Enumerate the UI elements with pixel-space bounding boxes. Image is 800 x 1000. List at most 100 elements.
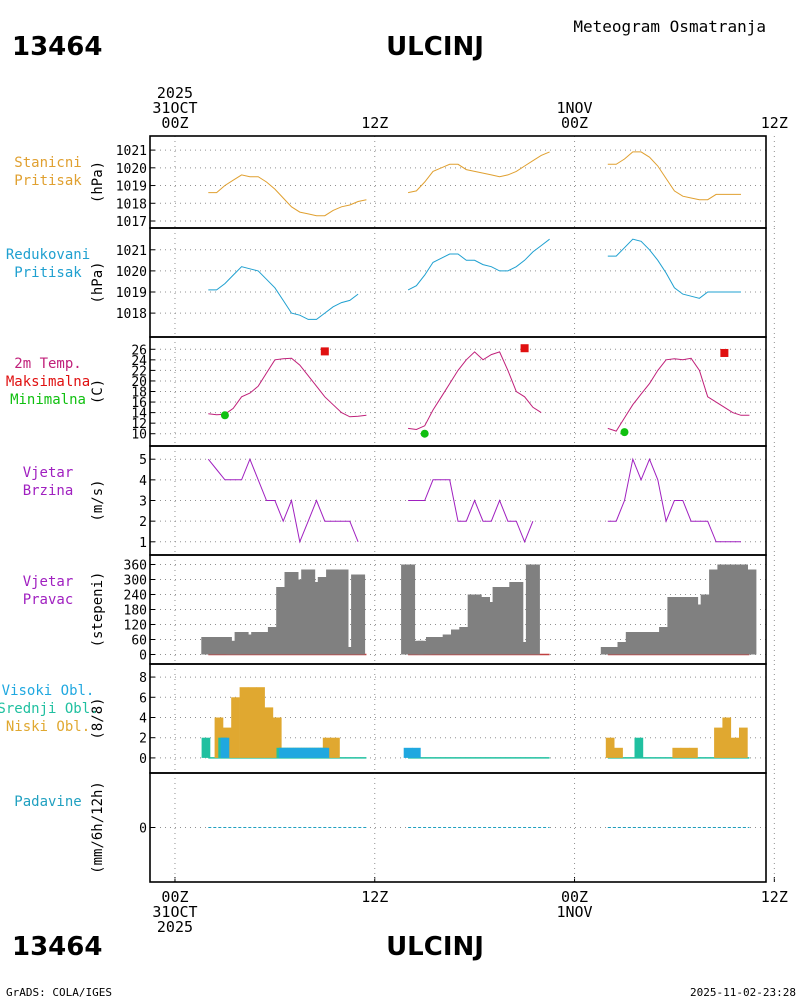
- marker-max: [720, 348, 729, 357]
- legend-label: Pravac: [23, 592, 74, 608]
- station-id-bottom: 13464: [12, 932, 102, 962]
- bar: [730, 737, 740, 758]
- y-tick-label: 18: [131, 386, 147, 401]
- y-tick-label: 1019: [116, 180, 147, 195]
- bar: [714, 727, 723, 758]
- plot-area: [207, 457, 741, 544]
- panel-frame: [149, 227, 767, 338]
- bar: [403, 747, 413, 758]
- bar: [412, 747, 421, 758]
- series-line: [408, 479, 534, 544]
- y-axis-label: (C): [90, 379, 106, 404]
- bar: [672, 747, 682, 758]
- bar: [239, 687, 249, 758]
- marker-min: [220, 411, 229, 420]
- legend-label: Padavine: [14, 794, 81, 810]
- bar: [605, 737, 615, 758]
- y-tick-label: 22: [131, 364, 147, 379]
- time-axis-label: 12Z: [361, 888, 388, 906]
- series-line: [607, 238, 741, 299]
- bar: [509, 582, 524, 655]
- y-tick-label: 10: [131, 428, 147, 443]
- bar: [278, 747, 288, 758]
- time-axis-label: 00Z: [561, 888, 588, 906]
- series-line: [607, 457, 741, 543]
- time-axis-label: 00Z: [161, 114, 188, 132]
- marker-min: [420, 429, 429, 438]
- y-axis-label: (mm/6h/12h): [90, 781, 106, 874]
- legend-label: Vjetar: [23, 465, 74, 481]
- legend-label: Redukovani: [6, 247, 90, 263]
- y-tick-label: 5: [139, 453, 147, 468]
- panel-frame: [149, 772, 767, 883]
- plot-area: [201, 687, 750, 759]
- marker-min: [620, 428, 629, 437]
- marker-max: [320, 347, 329, 356]
- y-tick-label: 180: [124, 604, 147, 619]
- legend-label: Brzina: [23, 483, 74, 499]
- plot-area: [201, 564, 757, 656]
- panel-frame: [149, 135, 767, 229]
- y-tick-label: 3: [139, 495, 147, 510]
- y-axis-label: (hPa): [90, 261, 106, 303]
- y-tick-label: 360: [124, 559, 147, 574]
- series-line: [408, 351, 542, 431]
- y-tick-label: 4: [139, 711, 147, 726]
- y-tick-label: 14: [131, 407, 147, 422]
- series-line: [407, 238, 550, 291]
- panel-frame: [149, 445, 767, 556]
- y-tick-label: 0: [139, 822, 147, 837]
- bar: [680, 747, 690, 758]
- legend-label: Pritisak: [14, 265, 82, 281]
- time-axis-label: 00Z: [561, 114, 588, 132]
- bar: [220, 737, 230, 758]
- series-line: [407, 151, 550, 194]
- legend-label: Niski Obl.: [6, 719, 90, 735]
- top-time-axis: 202531OCT00Z12Z1NOV00Z12Z2NOV00Z12Z: [152, 84, 787, 132]
- panel-frame: [149, 336, 767, 447]
- y-tick-label: 6: [139, 691, 147, 706]
- bar: [295, 747, 305, 758]
- station-name-bottom: ULCINJ: [386, 932, 484, 962]
- series-line: [208, 174, 367, 217]
- bar: [342, 647, 357, 655]
- y-tick-label: 1019: [116, 286, 147, 301]
- panel-station-pressure: 1017 1018 1019 1020 1021 (hPa) Stanicni Pritisa…: [14, 135, 775, 230]
- bar: [634, 737, 644, 758]
- bar: [689, 747, 698, 758]
- series-line: [607, 357, 750, 432]
- time-axis-label: 31OCT: [152, 903, 197, 921]
- y-tick-label: 26: [131, 343, 147, 358]
- time-axis-label: 12Z: [761, 888, 788, 906]
- footer-source: GrADS: COLA/IGES: [6, 986, 112, 999]
- y-tick-label: 2: [139, 732, 147, 747]
- station-name-top: ULCINJ: [386, 32, 484, 62]
- time-axis-label: 2025: [157, 918, 193, 936]
- bar: [201, 737, 211, 758]
- bar: [247, 687, 257, 758]
- y-tick-label: 1017: [116, 215, 147, 230]
- y-tick-label: 8: [139, 671, 147, 686]
- y-axis-label: (stepeni): [90, 572, 106, 648]
- legend-label: Vjetar: [23, 574, 74, 590]
- time-axis-label: 1NOV: [556, 99, 592, 117]
- y-axis-label: (m/s): [90, 479, 106, 521]
- panel-precipitation: 0 (mm/6h/12h) Padavine: [14, 772, 775, 883]
- series-line: [607, 151, 741, 201]
- legend-label: Stanicni: [14, 155, 81, 171]
- y-tick-label: 12: [131, 417, 147, 432]
- series-line: [207, 457, 359, 544]
- y-axis-label: (hPa): [90, 161, 106, 203]
- y-tick-label: 0: [139, 752, 147, 767]
- station-id-top: 13464: [12, 32, 102, 62]
- bar: [614, 747, 623, 758]
- y-tick-label: 1018: [116, 307, 147, 322]
- y-tick-label: 4: [139, 474, 147, 489]
- panel-clouds: 0 2 4 6 8 (8/8)Visoki Obl. Srednji Obl. Niski O…: [0, 663, 775, 774]
- bar: [331, 737, 340, 758]
- bar: [742, 569, 757, 655]
- legend-label: Srednji Obl.: [0, 701, 99, 717]
- y-tick-label: 1: [139, 536, 147, 551]
